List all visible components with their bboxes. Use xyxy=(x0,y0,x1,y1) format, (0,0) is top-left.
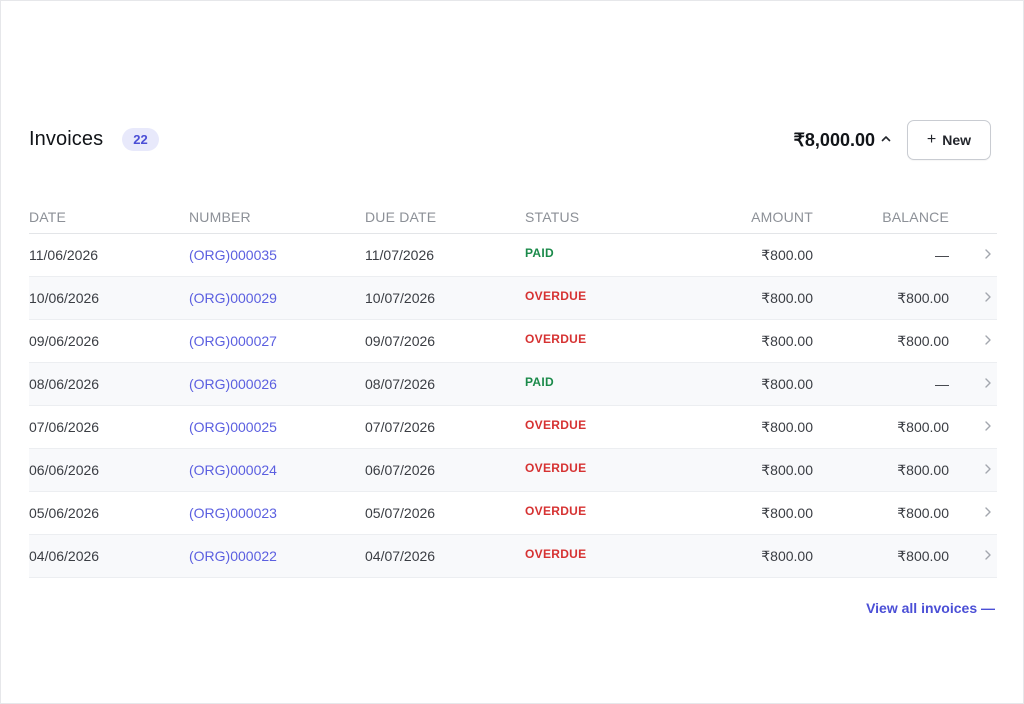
view-all-invoices-link[interactable]: View all invoices — xyxy=(866,600,995,616)
table-row[interactable]: 11/06/2026 (ORG)000035 11/07/2026 PAID ₹800.… xyxy=(29,234,997,277)
column-header-amount[interactable]: AMOUNT xyxy=(751,209,813,225)
invoice-balance: ₹800.00 xyxy=(897,290,949,306)
invoice-count-badge: 22 xyxy=(122,128,159,151)
chevron-right-icon[interactable] xyxy=(983,548,993,562)
invoice-balance: ₹800.00 xyxy=(897,462,949,478)
column-header-status[interactable]: STATUS xyxy=(525,209,580,225)
invoice-date: 07/06/2026 xyxy=(29,419,100,435)
invoice-amount: ₹800.00 xyxy=(761,548,813,564)
invoice-amount: ₹800.00 xyxy=(761,419,813,435)
invoice-due-date: 06/07/2026 xyxy=(365,462,436,478)
invoice-date: 11/06/2026 xyxy=(29,247,99,263)
table-header: DATE NUMBER DUE DATE STATUS AMOUNT BALAN… xyxy=(29,199,997,234)
chevron-right-icon[interactable] xyxy=(983,419,993,433)
invoice-date: 09/06/2026 xyxy=(29,333,100,349)
invoice-balance: ₹800.00 xyxy=(897,505,949,521)
invoice-balance: ₹800.00 xyxy=(897,419,949,435)
status-badge: OVERDUE xyxy=(525,332,587,346)
invoice-balance: ₹800.00 xyxy=(897,333,949,349)
invoice-due-date: 09/07/2026 xyxy=(365,333,436,349)
chevron-right-icon[interactable] xyxy=(983,333,993,347)
chevron-right-icon[interactable] xyxy=(983,247,993,261)
chevron-right-icon[interactable] xyxy=(983,376,993,390)
column-header-number[interactable]: NUMBER xyxy=(189,209,251,225)
invoice-number-link[interactable]: (ORG)000023 xyxy=(189,505,277,521)
invoice-number-link[interactable]: (ORG)000027 xyxy=(189,333,277,349)
invoice-number-link[interactable]: (ORG)000022 xyxy=(189,548,277,564)
column-header-balance[interactable]: BALANCE xyxy=(882,209,949,225)
chevron-right-icon[interactable] xyxy=(983,505,993,519)
column-header-date[interactable]: DATE xyxy=(29,209,67,225)
new-invoice-button[interactable]: + New xyxy=(907,120,991,160)
invoice-due-date: 07/07/2026 xyxy=(365,419,436,435)
invoice-date: 08/06/2026 xyxy=(29,376,100,392)
page-title: Invoices xyxy=(29,128,104,150)
chevron-right-icon[interactable] xyxy=(983,290,993,304)
table-row[interactable]: 08/06/2026 (ORG)000026 08/07/2026 PAID ₹800.… xyxy=(29,363,997,406)
status-badge: OVERDUE xyxy=(525,504,587,518)
invoices-header: Invoices 22 ₹8,000.00 + New xyxy=(29,120,995,160)
invoice-date: 10/06/2026 xyxy=(29,290,100,306)
invoice-balance: ₹800.00 xyxy=(897,548,949,564)
status-badge: OVERDUE xyxy=(525,418,587,432)
table-row[interactable]: 04/06/2026 (ORG)000022 04/07/2026 OVERDUE ₹8… xyxy=(29,535,997,578)
chevron-right-icon[interactable] xyxy=(983,462,993,476)
status-badge: OVERDUE xyxy=(525,289,587,303)
invoice-due-date: 10/07/2026 xyxy=(365,290,436,306)
invoices-table: DATE NUMBER DUE DATE STATUS AMOUNT BALAN… xyxy=(29,199,997,578)
invoice-amount: ₹800.00 xyxy=(761,376,813,392)
invoice-amount: ₹800.00 xyxy=(761,462,813,478)
invoice-balance: — xyxy=(935,376,949,392)
invoice-due-date: 11/07/2026 xyxy=(365,247,435,263)
status-badge: PAID xyxy=(525,246,554,260)
invoice-date: 04/06/2026 xyxy=(29,548,100,564)
new-button-label: New xyxy=(942,132,972,148)
table-row[interactable]: 09/06/2026 (ORG)000027 09/07/2026 OVERDUE ₹8… xyxy=(29,320,997,363)
table-row[interactable]: 07/06/2026 (ORG)000025 07/07/2026 OVERDUE ₹8… xyxy=(29,406,997,449)
invoice-balance: — xyxy=(935,247,949,263)
invoice-due-date: 04/07/2026 xyxy=(365,548,436,564)
chevron-up-icon[interactable] xyxy=(880,133,892,145)
invoice-number-link[interactable]: (ORG)000029 xyxy=(189,290,277,306)
invoice-amount: ₹800.00 xyxy=(761,290,813,306)
invoice-date: 06/06/2026 xyxy=(29,462,100,478)
invoice-number-link[interactable]: (ORG)000026 xyxy=(189,376,277,392)
table-row[interactable]: 10/06/2026 (ORG)000029 10/07/2026 OVERDUE ₹8… xyxy=(29,277,997,320)
invoice-amount: ₹800.00 xyxy=(761,247,813,263)
table-row[interactable]: 06/06/2026 (ORG)000024 06/07/2026 OVERDUE ₹8… xyxy=(29,449,997,492)
invoice-due-date: 08/07/2026 xyxy=(365,376,436,392)
plus-icon: + xyxy=(926,131,937,148)
status-badge: OVERDUE xyxy=(525,461,587,475)
invoice-number-link[interactable]: (ORG)000035 xyxy=(189,247,277,263)
invoice-number-link[interactable]: (ORG)000024 xyxy=(189,462,277,478)
table-body: 11/06/2026 (ORG)000035 11/07/2026 PAID ₹800.… xyxy=(29,234,997,578)
column-header-due-date[interactable]: DUE DATE xyxy=(365,209,437,225)
table-row[interactable]: 05/06/2026 (ORG)000023 05/07/2026 OVERDUE ₹8… xyxy=(29,492,997,535)
invoice-amount: ₹800.00 xyxy=(761,333,813,349)
status-badge: PAID xyxy=(525,375,554,389)
status-badge: OVERDUE xyxy=(525,547,587,561)
invoice-date: 05/06/2026 xyxy=(29,505,100,521)
invoice-number-link[interactable]: (ORG)000025 xyxy=(189,419,277,435)
total-amount[interactable]: ₹8,000.00 xyxy=(793,130,875,150)
invoice-due-date: 05/07/2026 xyxy=(365,505,436,521)
invoice-amount: ₹800.00 xyxy=(761,505,813,521)
